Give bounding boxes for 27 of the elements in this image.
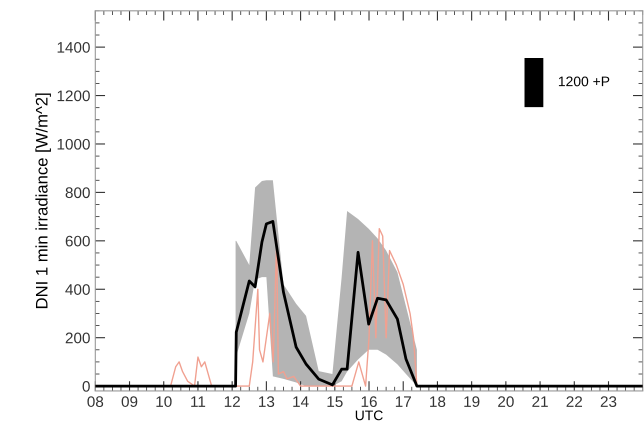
y-tick-label: 0 <box>82 380 90 392</box>
y-tick-label: 600 <box>66 236 90 247</box>
x-tick-label: 17 <box>396 396 411 407</box>
x-tick-label: 21 <box>532 396 548 407</box>
y-tick-label: 1200 <box>58 90 90 102</box>
x-tick-label: 13 <box>259 396 274 408</box>
y-tick-label: 1000 <box>58 138 90 150</box>
x-tick-label: 11 <box>191 396 206 407</box>
x-tick-label: 08 <box>87 396 104 408</box>
x-tick-label: 16 <box>362 396 377 408</box>
series-label: 1200 +P <box>558 76 610 86</box>
y-tick-label: 1400 <box>58 42 90 53</box>
x-tick-label: 18 <box>430 396 446 408</box>
x-tick-label: 10 <box>156 396 172 408</box>
y-tick-label: 200 <box>66 332 90 344</box>
x-tick-label: 19 <box>464 396 480 408</box>
x-tick-label: 09 <box>122 396 138 408</box>
x-tick-label: 23 <box>600 396 616 408</box>
x-axis-title: UTC <box>356 410 383 420</box>
x-tick-label: 12 <box>224 396 240 407</box>
x-tick-label: 14 <box>293 396 309 407</box>
y-axis-title: DNI 1 min irradiance [W/m^2] <box>35 93 51 308</box>
x-tick-label: 20 <box>498 396 514 408</box>
y-tick-label: 800 <box>66 187 90 198</box>
x-tick-label: 22 <box>566 396 582 407</box>
x-tick-label: 15 <box>327 396 343 408</box>
y-tick-label: 400 <box>65 284 90 295</box>
